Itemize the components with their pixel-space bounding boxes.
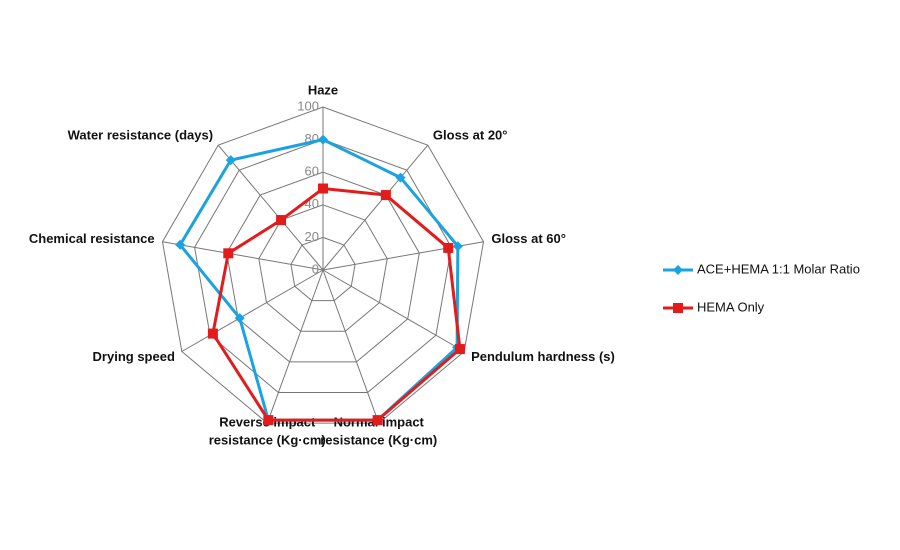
axis-spoke: [217, 144, 324, 271]
category-label: resistance (Kg·cm): [320, 433, 437, 448]
grid-ring: [194, 139, 452, 394]
tick-label: 0: [312, 261, 319, 276]
category-label: Drying speed: [93, 349, 175, 364]
data-point: [452, 241, 463, 252]
category-label: Pendulum hardness (s): [471, 349, 615, 364]
data-point: [263, 415, 274, 426]
category-label: Gloss at 60°: [491, 231, 566, 246]
data-point: [318, 183, 328, 194]
legend-label: ACE+HEMA 1:1 Molar Ratio: [697, 261, 860, 276]
data-point: [225, 155, 236, 166]
data-point: [318, 134, 328, 145]
axis-spoke: [162, 241, 324, 271]
category-label: Chemical resistance: [29, 231, 155, 246]
data-point: [395, 172, 406, 183]
data-point: [454, 344, 465, 355]
data-point: [380, 190, 391, 201]
data-point: [175, 239, 186, 250]
grid-ring: [226, 171, 420, 363]
tick-label: 100: [297, 98, 319, 113]
category-label: Water resistance (days): [68, 127, 213, 142]
data-point: [223, 248, 234, 259]
axis-spoke: [322, 269, 380, 424]
axis-spoke: [266, 269, 324, 424]
data-point: [372, 415, 383, 426]
legend-marker: [673, 265, 683, 275]
axis-spoke: [322, 144, 429, 271]
category-label: resistance (Kg·cm): [209, 433, 326, 448]
grid-ring: [290, 236, 356, 302]
grid-ring: [161, 106, 485, 424]
category-label: Haze: [308, 82, 338, 97]
axis-spoke: [322, 269, 465, 352]
tick-label: 20: [305, 229, 319, 244]
tick-label: 60: [305, 164, 319, 179]
axis-spoke: [181, 269, 324, 352]
data-point: [443, 242, 454, 253]
legend-marker: [673, 303, 683, 313]
data-point: [207, 328, 218, 339]
grid-ring: [258, 204, 388, 332]
data-point: [234, 313, 245, 324]
series-line: [211, 186, 462, 422]
category-label: Gloss at 20°: [433, 127, 508, 142]
legend-label: HEMA Only: [697, 299, 765, 314]
data-point: [276, 215, 287, 226]
